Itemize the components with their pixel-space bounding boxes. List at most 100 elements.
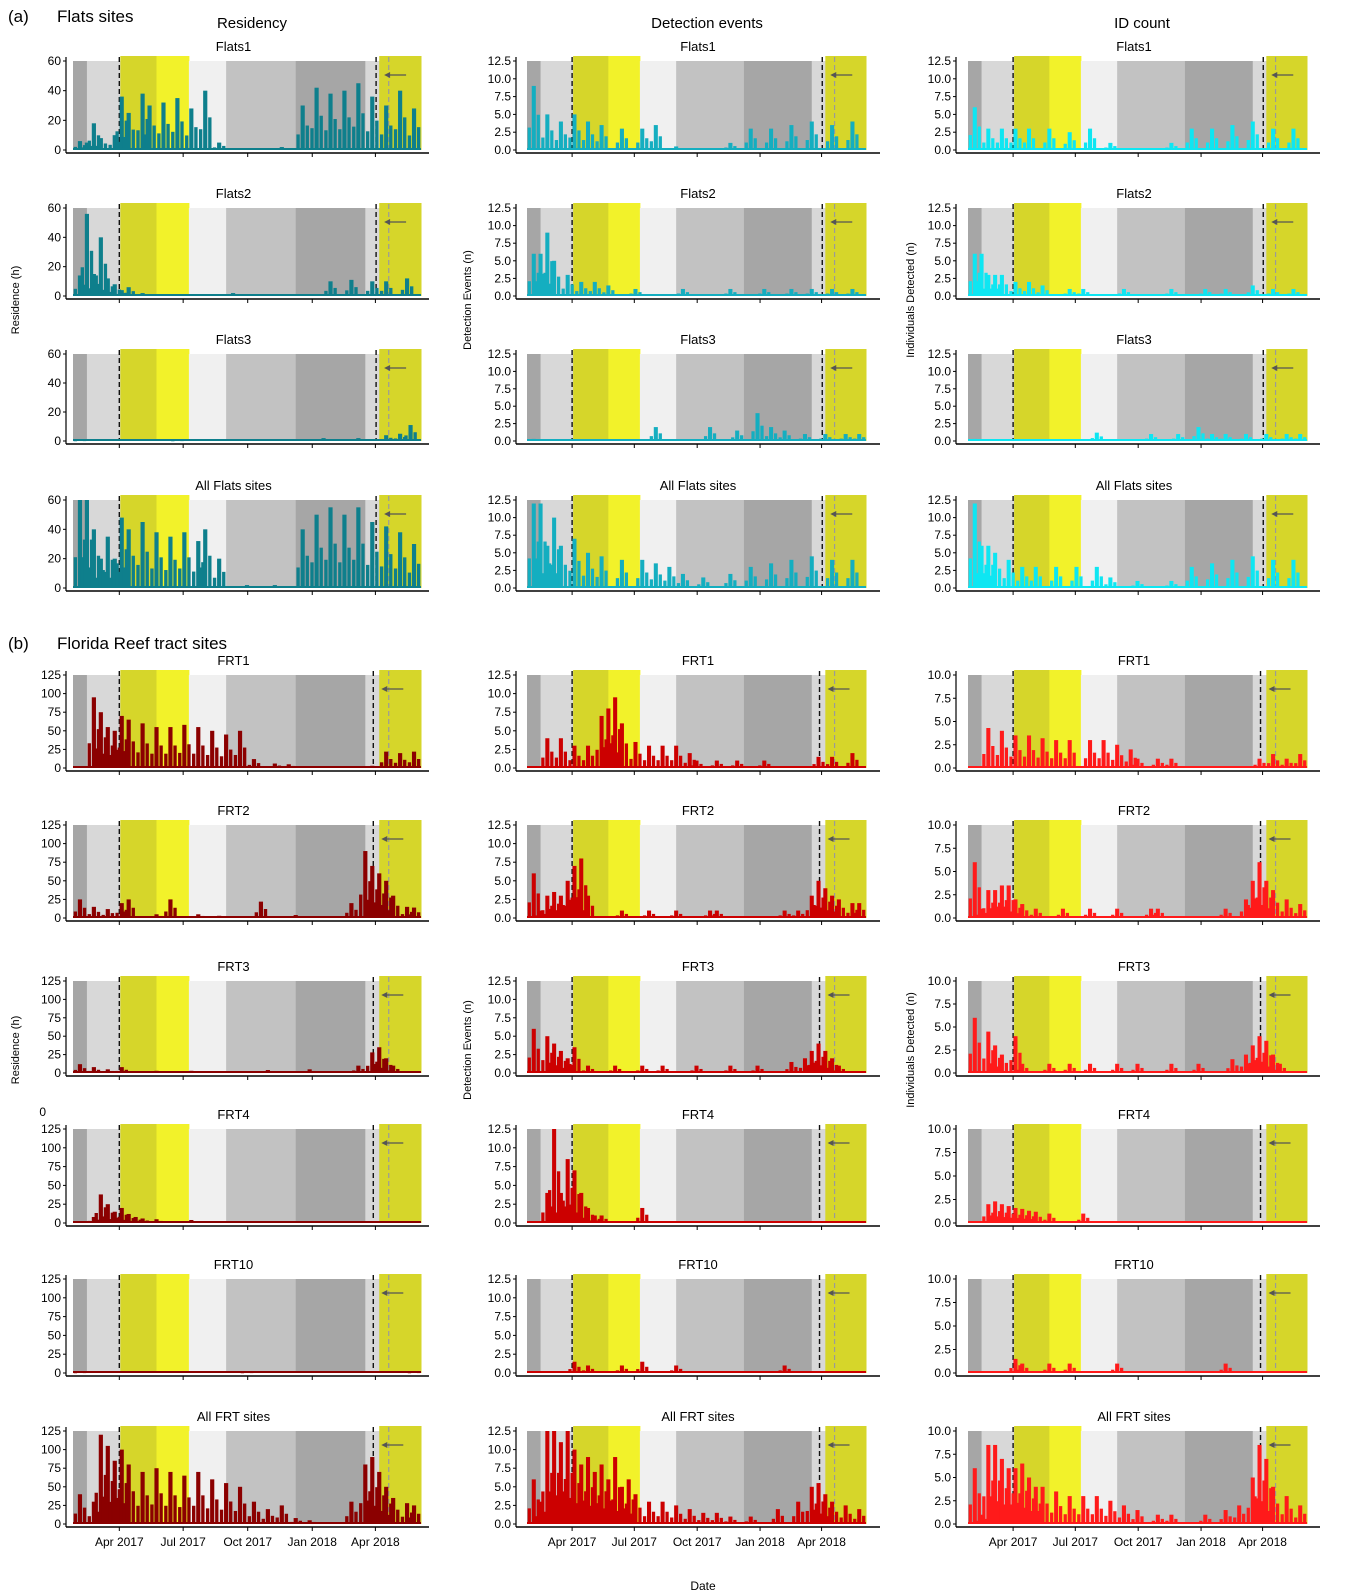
panel-title: All Flats sites [660, 478, 737, 493]
data-bar [687, 1509, 692, 1524]
data-bar [789, 1061, 794, 1073]
data-bar [101, 570, 105, 588]
season-band [226, 208, 297, 296]
y-tick-label: 2.5 [494, 1347, 511, 1361]
data-bar [1291, 128, 1296, 150]
data-bar [1246, 576, 1250, 588]
data-bar [825, 1067, 830, 1073]
season-band [1080, 208, 1118, 296]
panel-title: All FRT sites [1097, 1409, 1171, 1424]
data-bar [999, 274, 1004, 296]
season-band [825, 349, 867, 441]
arrow-head [381, 686, 388, 692]
data-bar [356, 1065, 361, 1073]
data-bar [1264, 1040, 1269, 1073]
data-bar [850, 753, 855, 768]
data-bar [1054, 740, 1059, 768]
panel-title: All Flats sites [1096, 478, 1173, 493]
season-band [295, 825, 366, 918]
data-bar [714, 1512, 719, 1524]
data-bar [782, 1365, 787, 1373]
data-bar [556, 903, 561, 918]
data-bar [126, 1213, 131, 1223]
data-bar [855, 759, 859, 768]
data-bar [110, 1212, 115, 1223]
data-bar [112, 558, 117, 588]
data-bar [1025, 576, 1029, 588]
data-bar [87, 140, 91, 150]
y-tick-label: 10.0 [488, 1291, 512, 1305]
data-bar [558, 895, 563, 918]
season-band [1252, 1129, 1267, 1223]
season-band [981, 1279, 1015, 1373]
data-bar [1115, 1363, 1120, 1373]
data-bar [1160, 1518, 1164, 1524]
data-bar [1194, 138, 1198, 150]
season-band [1117, 981, 1186, 1073]
data-bar [361, 1068, 365, 1073]
data-bar [375, 551, 379, 588]
data-bar [1092, 1067, 1097, 1073]
season-band [676, 675, 745, 768]
data-bar [1052, 1367, 1056, 1373]
data-bar [651, 1511, 656, 1524]
column-title-id-count: ID count [1114, 15, 1171, 32]
section-a-title: Flats sites [57, 7, 134, 26]
y-tick-label: 7.5 [494, 90, 511, 104]
data-bar [581, 910, 586, 918]
data-bar [391, 1065, 396, 1073]
data-bar [993, 1201, 998, 1223]
data-bar [1230, 125, 1235, 150]
data-bar [1219, 1519, 1223, 1524]
data-bar [624, 743, 629, 768]
data-bar [590, 755, 595, 768]
y-tick-label: 2.5 [494, 125, 511, 139]
data-bar [1025, 1490, 1029, 1524]
data-bar [1260, 1061, 1264, 1073]
data-bar [619, 128, 624, 150]
data-bar [1011, 1213, 1015, 1223]
season-band [1184, 354, 1254, 441]
data-bar [665, 1511, 669, 1524]
data-bar [254, 912, 258, 918]
data-bar [556, 549, 561, 588]
data-bar [1246, 1507, 1250, 1524]
data-bar [110, 559, 115, 588]
data-bar [1133, 757, 1137, 768]
x-tick-label: Jul 2017 [612, 1535, 658, 1549]
data-bar [572, 745, 577, 768]
data-bar [649, 436, 653, 441]
data-bar [789, 288, 794, 296]
season-band [743, 208, 813, 296]
data-bar [398, 433, 403, 441]
data-bar [263, 908, 268, 918]
data-bar [1036, 757, 1040, 768]
data-bar [633, 741, 638, 768]
data-bar [796, 910, 801, 918]
data-bar [384, 751, 389, 768]
y-tick-label: 60 [48, 347, 62, 361]
data-bar [1253, 898, 1257, 918]
data-bar [98, 1194, 103, 1223]
data-bar [585, 1065, 591, 1073]
data-bar [124, 549, 128, 588]
data-bar [548, 1062, 552, 1073]
data-bar [1255, 290, 1259, 296]
data-bar [370, 522, 375, 588]
data-bar [832, 911, 837, 918]
data-bar [809, 556, 814, 588]
data-bar [384, 105, 389, 150]
data-bar [679, 913, 683, 918]
data-bar [1033, 908, 1038, 918]
data-bar [411, 907, 417, 918]
data-bar [563, 1206, 568, 1223]
data-bar [258, 901, 264, 918]
data-bar [175, 98, 180, 150]
season-band [676, 208, 745, 296]
data-bar [180, 121, 184, 150]
data-bar [1038, 576, 1042, 588]
season-band [365, 981, 380, 1073]
data-bar [131, 907, 135, 918]
season-band [811, 354, 826, 441]
data-bar [552, 1043, 557, 1073]
